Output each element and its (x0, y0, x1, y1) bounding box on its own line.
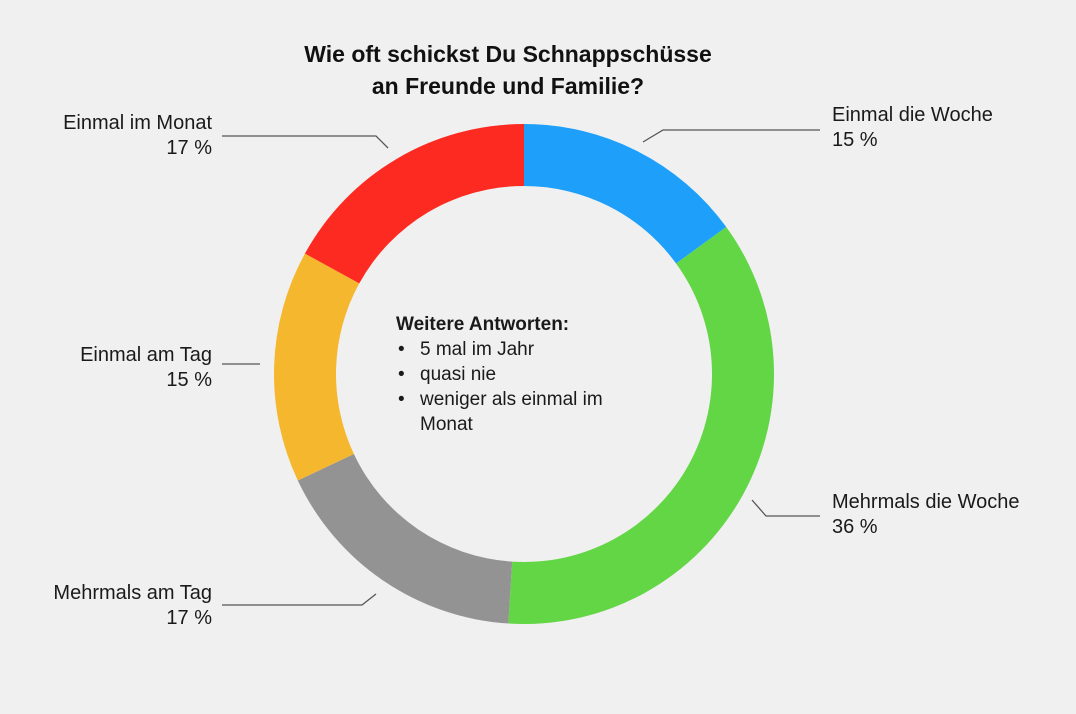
slice-value-text: 15 % (166, 369, 212, 391)
slice-label-text: Einmal am Tag (80, 344, 212, 366)
annotation-heading: Weitere Antworten: (396, 314, 570, 335)
slice-value-text: 36 % (832, 516, 878, 538)
donut-slices (274, 124, 774, 624)
slice-label-einmal-die-woche: Einmal die Woche 15 % (832, 103, 993, 153)
slice-value-text: 17 % (166, 137, 212, 159)
leader-mehrmals-am-tag (222, 593, 377, 606)
slice-label-einmal-am-tag: Einmal am Tag 15 % (12, 343, 212, 393)
chart-title: Wie oft schickst Du Schnappschüsse an Fr… (238, 38, 778, 102)
slice-mehrmals-die-woche (508, 227, 774, 624)
slice-label-text: Mehrmals die Woche (832, 491, 1020, 513)
slice-label-einmal-im-monat: Einmal im Monat 17 % (12, 111, 212, 161)
annotation-item: 5 mal im Jahr (396, 337, 656, 362)
annotation-item: weniger als einmal im Monat (396, 387, 656, 437)
slice-value-text: 15 % (832, 129, 878, 151)
annotation-item: quasi nie (396, 362, 656, 387)
chart-title-line-2: an Freunde und Familie? (371, 73, 645, 99)
slice-label-mehrmals-die-woche: Mehrmals die Woche 36 % (832, 490, 1019, 540)
chart-title-line-1: Wie oft schickst Du Schnappschüsse (304, 41, 712, 67)
slice-label-text: Einmal die Woche (832, 104, 993, 126)
leader-einmal-im-monat (222, 135, 389, 149)
slice-einmal-am-tag (274, 253, 360, 481)
center-annotation: Weitere Antworten: 5 mal im Jahr quasi n… (396, 312, 656, 437)
annotation-list: 5 mal im Jahr quasi nie weniger als einm… (396, 337, 656, 437)
leader-lines (222, 129, 820, 606)
slice-label-text: Einmal im Monat (63, 112, 212, 134)
leader-mehrmals-die-woche (751, 499, 820, 517)
slice-einmal-die-woche (524, 124, 727, 264)
slice-einmal-im-monat (304, 124, 524, 284)
slice-mehrmals-am-tag (297, 454, 513, 624)
slice-label-text: Mehrmals am Tag (53, 582, 212, 604)
slice-label-mehrmals-am-tag: Mehrmals am Tag 17 % (12, 581, 212, 631)
leader-einmal-die-woche (642, 129, 820, 143)
slice-value-text: 17 % (166, 607, 212, 629)
